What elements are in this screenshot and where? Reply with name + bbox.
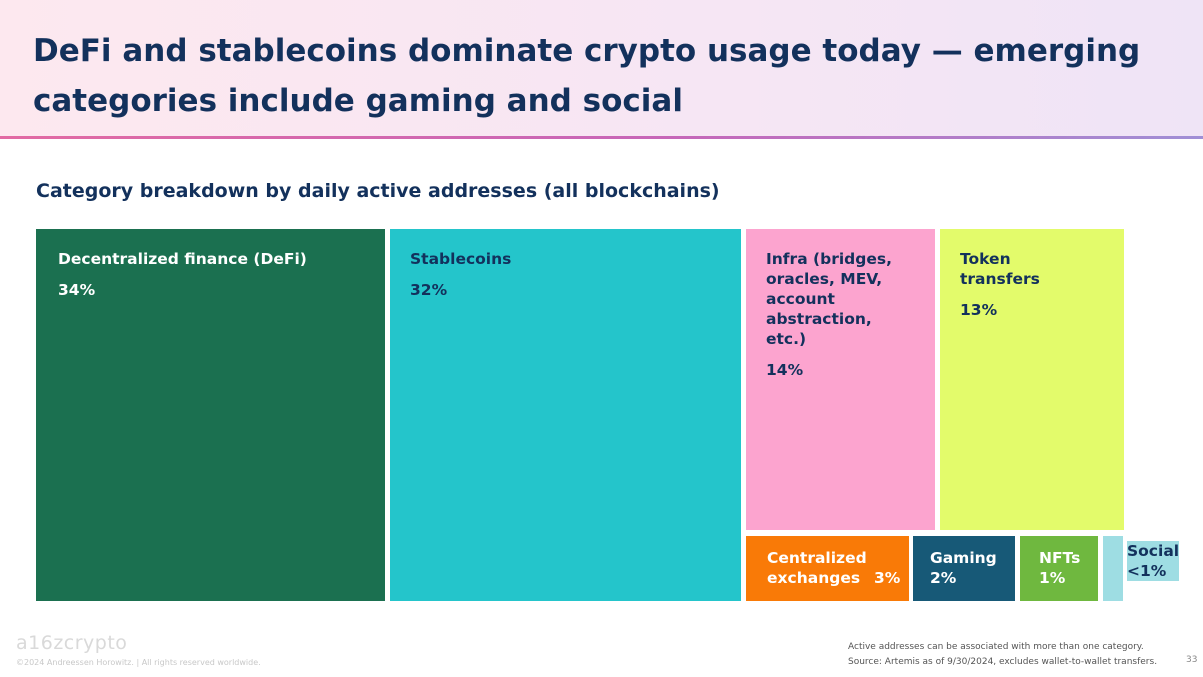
tile-nfts-value: 1%	[1039, 569, 1066, 587]
tile-social	[1103, 536, 1123, 601]
header-band	[0, 0, 1203, 136]
tile-defi-label: Decentralized finance (DeFi)	[58, 250, 307, 268]
footnote-line-1: Active addresses can be associated with …	[848, 642, 1144, 652]
tile-infra-label: Infra (bridges, oracles, MEV, account ab…	[766, 250, 892, 348]
tile-token-transfers-text: Token transfers 13%	[960, 249, 1060, 320]
chart-title: Category breakdown by daily active addre…	[36, 180, 720, 202]
tile-infra-value: 14%	[766, 361, 804, 379]
tile-social-text: Social <1%	[1127, 541, 1180, 581]
tile-gaming-value: 2%	[930, 569, 957, 587]
tile-cex: Centralized exchanges 3%	[746, 536, 909, 601]
tile-stablecoins: Stablecoins 32%	[390, 229, 741, 601]
tile-infra: Infra (bridges, oracles, MEV, account ab…	[746, 229, 935, 530]
tile-social-value: <1%	[1127, 562, 1167, 580]
tile-defi-text: Decentralized finance (DeFi) 34%	[58, 249, 368, 300]
footnote-line-2: Source: Artemis as of 9/30/2024, exclude…	[848, 657, 1158, 667]
copyright-text: ©2024 Andreessen Horowitz. | All rights …	[16, 658, 261, 667]
tile-nfts: NFTs 1%	[1020, 536, 1098, 601]
tile-gaming-label: Gaming	[930, 549, 997, 567]
footnote: Active addresses can be associated with …	[848, 640, 1157, 670]
tile-stablecoins-text: Stablecoins 32%	[410, 249, 720, 300]
tile-social-label: Social	[1127, 542, 1180, 560]
tile-token-transfers-label: Token transfers	[960, 250, 1040, 288]
tile-gaming: Gaming 2%	[913, 536, 1015, 601]
tile-token-transfers-value: 13%	[960, 301, 998, 319]
tile-stablecoins-label: Stablecoins	[410, 250, 512, 268]
tile-stablecoins-value: 32%	[410, 281, 448, 299]
a16zcrypto-logo: a16zcrypto	[16, 632, 128, 654]
tile-cex-value: 3%	[874, 569, 901, 587]
header-divider	[0, 136, 1203, 139]
page-number: 33	[1186, 655, 1198, 665]
tile-cex-label: Centralized exchanges	[767, 549, 867, 587]
tile-defi: Decentralized finance (DeFi) 34%	[36, 229, 385, 601]
tile-nfts-label: NFTs	[1039, 549, 1081, 567]
slide-title: DeFi and stablecoins dominate crypto usa…	[33, 33, 1141, 119]
tile-infra-text: Infra (bridges, oracles, MEV, account ab…	[766, 249, 916, 380]
tile-defi-value: 34%	[58, 281, 96, 299]
tile-token-transfers: Token transfers 13%	[940, 229, 1124, 530]
